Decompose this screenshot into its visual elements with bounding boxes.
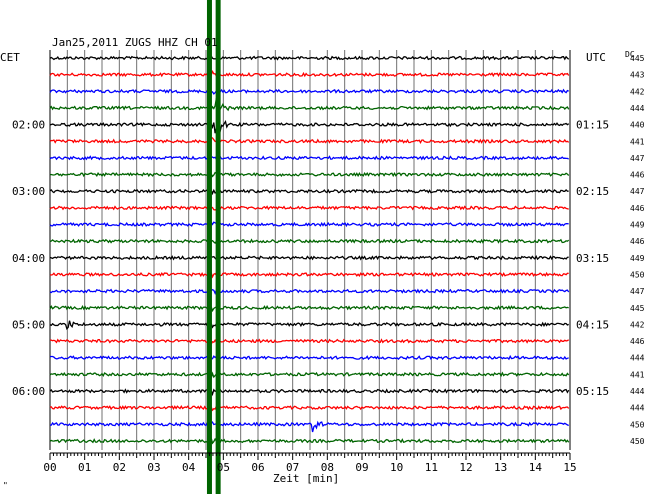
trace-line [49, 405, 570, 412]
trace-line [49, 388, 570, 397]
grid-lines [49, 50, 571, 450]
labels: 445 443 442 444 440 441 447 446 447 446 449 446 449 4… [12, 54, 645, 446]
utc-time-label: 01:15 [576, 119, 609, 132]
x-tick-label: 09 [355, 461, 368, 474]
chart-title: Jan25,2011 ZUGS HHZ CH 01 [52, 36, 218, 49]
trace-line [50, 338, 570, 346]
x-axis-label: Zeit [min] [273, 472, 339, 485]
dc-value: 446 [630, 171, 645, 180]
trace-line [49, 253, 569, 261]
trace-line [49, 436, 570, 445]
dc-value: 449 [630, 254, 645, 263]
x-tick-label: 06 [251, 461, 264, 474]
dc-value: 446 [630, 337, 645, 346]
dc-value: 447 [630, 154, 645, 163]
x-tick-label: 02 [113, 461, 126, 474]
cet-time-label: 02:00 [12, 119, 45, 132]
x-tick-label: 07 [286, 461, 299, 474]
dc-value: 446 [630, 237, 645, 246]
dc-value: 450 [630, 420, 645, 429]
dc-value: 442 [630, 320, 645, 329]
cet-label: CET [0, 51, 20, 64]
dc-label: DC [625, 50, 635, 59]
trace-line [49, 320, 569, 331]
dc-value: 445 [630, 304, 645, 313]
dc-value: 444 [630, 387, 645, 396]
dc-value: 450 [630, 437, 645, 446]
dc-value: 440 [630, 121, 645, 130]
dc-value: 446 [630, 204, 645, 213]
trace-line [49, 169, 570, 178]
corner-mark: " [3, 481, 8, 490]
trace-line [49, 288, 570, 295]
cet-time-label: 06:00 [12, 385, 45, 398]
trace-line [49, 114, 570, 134]
trace-line [49, 238, 570, 245]
trace-line [49, 69, 570, 78]
event-markers [206, 0, 221, 494]
trace-line [49, 136, 570, 145]
dc-value: 443 [630, 71, 645, 80]
cet-time-label: 03:00 [12, 185, 45, 198]
dc-value: 447 [630, 287, 645, 296]
trace-line [49, 155, 570, 163]
x-tick-label: 00 [43, 461, 56, 474]
dc-value: 447 [630, 187, 645, 196]
utc-time-label: 02:15 [576, 185, 609, 198]
x-tick-label: 08 [321, 461, 334, 474]
trace-line [49, 88, 569, 95]
x-axis: 00 01 02 03 04 05 06 07 08 09 10 11 12 13 14 15 [43, 452, 577, 474]
utc-time-label: 05:15 [576, 385, 609, 398]
trace-line [49, 97, 570, 112]
dc-value: 445 [630, 54, 645, 63]
dc-value: 449 [630, 221, 645, 230]
trace-line [49, 270, 569, 279]
traces [49, 52, 570, 445]
x-tick-label: 04 [182, 461, 196, 474]
dc-value: 441 [630, 370, 645, 379]
x-tick-label: 15 [563, 461, 576, 474]
x-tick-label: 12 [459, 461, 472, 474]
trace-line [49, 52, 570, 61]
utc-time-label: 04:15 [576, 318, 609, 331]
trace-line [49, 354, 569, 361]
trace-line [49, 304, 569, 313]
utc-time-label: 03:15 [576, 252, 609, 265]
dc-value: 444 [630, 354, 645, 363]
dc-value: 444 [630, 404, 645, 413]
trace-line [49, 188, 569, 196]
trace-line [49, 205, 569, 211]
dc-value: 450 [630, 270, 645, 279]
trace-line [49, 371, 570, 380]
dc-value: 441 [630, 137, 645, 146]
x-tick-label: 05 [217, 461, 230, 474]
utc-label: UTC [586, 51, 606, 64]
trace-line [49, 220, 569, 228]
dc-value: 442 [630, 87, 645, 96]
x-tick-label: 13 [494, 461, 507, 474]
trace-line [50, 420, 569, 433]
x-tick-label: 10 [390, 461, 403, 474]
dc-value: 444 [630, 104, 645, 113]
cet-time-label: 04:00 [12, 252, 45, 265]
cet-time-label: 05:00 [12, 318, 45, 331]
x-tick-label: 11 [425, 461, 438, 474]
x-tick-label: 03 [147, 461, 160, 474]
x-tick-label: 14 [529, 461, 543, 474]
x-tick-label: 01 [78, 461, 91, 474]
